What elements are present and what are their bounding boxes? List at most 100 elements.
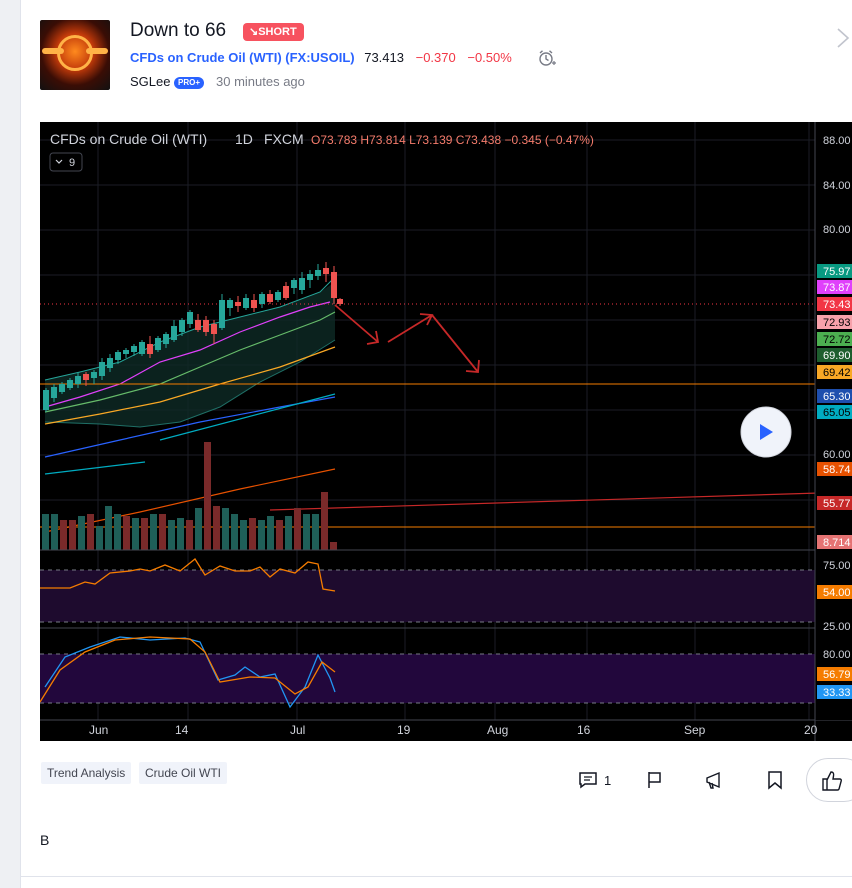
- volume-bar: [78, 516, 85, 550]
- projection-arrows: [334, 304, 480, 373]
- tag-crude-oil-wti[interactable]: Crude Oil WTI: [139, 762, 228, 784]
- stoch-axis: 80.00 56.79 33.33: [817, 649, 852, 699]
- price-label-bg: [817, 297, 852, 311]
- price-label: 69.90: [823, 350, 851, 362]
- author-avatar[interactable]: [40, 20, 110, 90]
- pro-badge: PRO+: [174, 77, 205, 89]
- volume-bar: [204, 442, 211, 550]
- candle-body: [43, 390, 49, 410]
- symbol-link[interactable]: CFDs on Crude Oil (WTI) (FX:USOIL): [130, 50, 355, 65]
- volume-bars: [42, 442, 337, 550]
- volume-bar: [213, 506, 220, 550]
- candle-body: [195, 320, 201, 330]
- legend-ohlc: O73.783 H73.814 L73.139 C73.438 −0.345 (…: [311, 133, 594, 147]
- volume-bar: [294, 508, 301, 550]
- tag-trend-analysis[interactable]: Trend Analysis: [41, 762, 132, 784]
- boost-button[interactable]: [806, 758, 852, 802]
- price-label-bg: [817, 315, 852, 329]
- rsi-label: 54.00: [823, 587, 851, 599]
- volume-bar: [69, 520, 76, 550]
- price-tick: 88.00: [823, 135, 851, 147]
- candle-body: [251, 300, 257, 308]
- bollinger-band-fill: [45, 282, 335, 427]
- candle-body: [115, 352, 121, 360]
- price-label-bg: [817, 496, 852, 510]
- rsi-tick: 75.00: [823, 560, 851, 572]
- candle-body: [91, 372, 97, 378]
- volume-bar: [276, 520, 283, 550]
- chart-canvas[interactable]: 88.00 84.00 80.00 60.00 75.97 73.87 73.43 72.9…: [40, 122, 852, 741]
- candle-body: [307, 274, 313, 280]
- price-label: 58.74: [823, 464, 851, 476]
- rsi-label-bg: [817, 585, 852, 599]
- candle-body: [67, 380, 73, 388]
- price-label-bg: [817, 264, 852, 278]
- candle-body: [211, 324, 217, 334]
- indicators-toggle[interactable]: [49, 152, 83, 172]
- author-name[interactable]: SGLee: [130, 74, 171, 89]
- chart-panel[interactable]: 88.00 84.00 80.00 60.00 75.97 73.87 73.43 72.9…: [40, 122, 852, 741]
- candle-body: [83, 374, 89, 380]
- price-tick: 84.00: [823, 180, 851, 192]
- volume-bar: [114, 514, 121, 550]
- price-label: 72.93: [823, 317, 851, 329]
- price-label: 75.97: [823, 266, 851, 278]
- price-axis[interactable]: [815, 122, 852, 720]
- price-label: 69.42: [823, 367, 851, 379]
- comment-icon[interactable]: [578, 770, 598, 790]
- volume-bar: [87, 514, 94, 550]
- play-button[interactable]: [740, 406, 792, 458]
- candle-body: [59, 384, 65, 392]
- stoch-k-line: [44, 636, 336, 709]
- volume-bar: [330, 542, 337, 550]
- price-label-bg: [817, 462, 852, 476]
- volume-bar: [123, 516, 130, 550]
- alarm-clock-icon[interactable]: [538, 49, 556, 67]
- candle-body: [75, 376, 81, 384]
- flag-icon[interactable]: [646, 770, 664, 790]
- ma-green-line: [44, 311, 336, 413]
- candle-body: [235, 302, 241, 306]
- volume-bar: [132, 518, 139, 550]
- candle-body: [331, 272, 337, 298]
- thumbs-up-icon: [822, 771, 842, 791]
- volume-bar: [105, 506, 112, 550]
- time-label: 19: [397, 723, 411, 737]
- volume-bar: [258, 520, 265, 550]
- stoch-label-bg: [817, 667, 852, 681]
- bookmark-icon[interactable]: [767, 770, 783, 790]
- time-axis: Jun 14 Jul 19 Aug 16 Sep 20: [89, 723, 818, 737]
- volume-bar: [150, 514, 157, 550]
- rsi-line: [40, 558, 336, 592]
- volume-bar: [96, 526, 103, 550]
- price-labels: 75.97 73.87 73.43 72.93 72.72 69.90 69.42 65.30…: [817, 264, 852, 549]
- candle-body: [51, 387, 57, 398]
- megaphone-icon[interactable]: [704, 770, 724, 790]
- volume-bar: [249, 518, 256, 550]
- volume-bar: [222, 508, 229, 550]
- volume-bar: [321, 492, 328, 550]
- ma-cyan-line: [44, 461, 146, 475]
- indicators-count: 9: [69, 157, 75, 169]
- candle-body: [219, 300, 225, 328]
- volume-bar: [42, 514, 49, 550]
- time-label: Jul: [290, 723, 305, 737]
- price-label: 55.77: [823, 498, 851, 510]
- volume-bar: [141, 518, 148, 550]
- ma-yellow-line: [44, 346, 336, 425]
- volume-bar: [195, 508, 202, 550]
- candle-body: [315, 270, 321, 276]
- legend-source: FXCM: [264, 131, 304, 147]
- comment-count: 1: [604, 773, 612, 788]
- price-label: 8.714: [823, 537, 851, 549]
- idea-title[interactable]: Down to 66: [130, 20, 227, 41]
- stoch-label: 56.79: [823, 669, 851, 681]
- chevron-right-icon[interactable]: [836, 27, 850, 49]
- volume-bar: [159, 514, 166, 550]
- ma-magenta-line: [44, 301, 331, 408]
- candle-body: [131, 346, 137, 352]
- volume-bar: [168, 520, 175, 550]
- price-label-bg: [817, 389, 852, 403]
- ma-red-line: [269, 491, 852, 511]
- price-label-bg: [817, 405, 852, 419]
